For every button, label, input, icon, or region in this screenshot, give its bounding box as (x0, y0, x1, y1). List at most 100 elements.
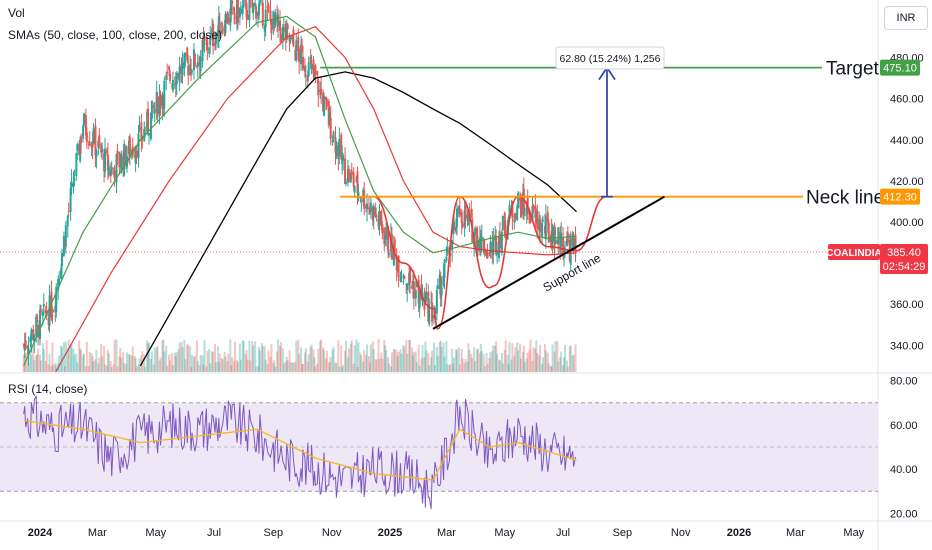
candle-body (66, 215, 69, 227)
volume-bar (473, 347, 476, 372)
volume-bar (313, 357, 316, 372)
volume-bar (255, 366, 258, 372)
volume-bar (91, 356, 94, 372)
volume-bar (506, 354, 509, 372)
volume-bars (22, 339, 577, 372)
candle-body (433, 307, 436, 314)
volume-bar (64, 341, 67, 372)
volume-bar (400, 353, 403, 372)
volume-bar (242, 341, 245, 372)
candle-body (574, 234, 577, 251)
volume-bar (295, 340, 298, 372)
candle-body (70, 181, 73, 188)
measure-label-box (555, 46, 665, 70)
candle-body (474, 228, 477, 236)
volume-bar (50, 366, 53, 372)
volume-bar (523, 361, 526, 372)
volume-bar (44, 360, 47, 372)
volume-bar (75, 353, 78, 372)
volume-bar (175, 352, 178, 372)
countdown-tag: 02:54:29 (883, 261, 926, 273)
volume-bar (30, 354, 33, 372)
volume-bar (238, 343, 241, 372)
candle-body (92, 128, 95, 144)
volume-bar (543, 343, 546, 372)
candle-body (138, 127, 141, 130)
volume-bar (260, 343, 263, 372)
candle-body (496, 251, 499, 255)
candle-body (383, 228, 386, 244)
volume-bar (534, 348, 537, 372)
volume-bar (80, 350, 83, 372)
volume-bar (212, 351, 215, 372)
volume-bar (443, 356, 446, 372)
volume-bar (557, 361, 560, 372)
candle-body (451, 240, 454, 251)
volume-bar (491, 350, 494, 372)
candle-body (137, 133, 140, 159)
candle-body (492, 238, 495, 255)
candle-body (534, 205, 537, 218)
volume-bar (549, 365, 552, 372)
volume-bar (292, 362, 295, 372)
volume-bar (148, 342, 151, 372)
candle-body (353, 185, 356, 193)
target-price-tag-bg (880, 59, 920, 76)
volume-bar (531, 360, 534, 372)
candle-body (73, 178, 76, 181)
volume-bar (525, 358, 528, 372)
candle-body (258, 0, 261, 3)
volume-bar (235, 360, 238, 372)
volume-bar (498, 359, 501, 372)
candle-body (36, 315, 39, 320)
volume-bar (223, 351, 226, 372)
volume-bar (120, 357, 123, 372)
volume-bar (420, 358, 423, 372)
volume-bar (269, 356, 272, 372)
volume-bar (155, 347, 158, 372)
candle-body (489, 242, 492, 253)
candle-body (72, 183, 75, 187)
volume-bar (94, 359, 97, 372)
volume-bar (489, 352, 492, 372)
candle-body (241, 5, 244, 14)
candle-body (149, 112, 152, 140)
candle-body (531, 205, 534, 223)
time-tick-label: Nov (322, 527, 342, 539)
sma-legend: SMAs (50, close, 100, close, 200, close) (8, 28, 223, 42)
time-tick-label: Jul (207, 527, 221, 539)
candle-body (245, 2, 248, 18)
candle-body (363, 190, 366, 210)
candle-body (37, 324, 40, 338)
volume-bar (560, 351, 563, 372)
volume-bar (165, 345, 168, 372)
candle-body (306, 75, 309, 82)
volume-bar (104, 364, 107, 372)
volume-bar (170, 353, 173, 372)
candle-body (168, 66, 171, 70)
volume-bar (307, 353, 310, 372)
volume-bar (241, 340, 244, 372)
candle-body (387, 226, 390, 251)
candle-body (156, 96, 159, 117)
price-tick-label: 400.00 (890, 217, 924, 229)
volume-bar (571, 355, 574, 372)
volume-bar (397, 352, 400, 372)
volume-bar (161, 340, 164, 372)
volume-bar (272, 362, 275, 372)
candle-body (100, 144, 103, 153)
candle-body (230, 3, 233, 14)
candle-body (445, 256, 448, 261)
candle-body (106, 154, 109, 170)
candle-body (236, 0, 239, 23)
currency-selector[interactable]: INR (884, 6, 928, 30)
volume-bar (478, 352, 481, 372)
volume-bar (301, 363, 304, 372)
volume-bar (319, 341, 322, 372)
volume-bar (143, 354, 146, 372)
volume-bar (425, 350, 428, 372)
candle-body (542, 220, 545, 222)
volume-bar (113, 340, 116, 372)
candle-body (285, 24, 288, 37)
